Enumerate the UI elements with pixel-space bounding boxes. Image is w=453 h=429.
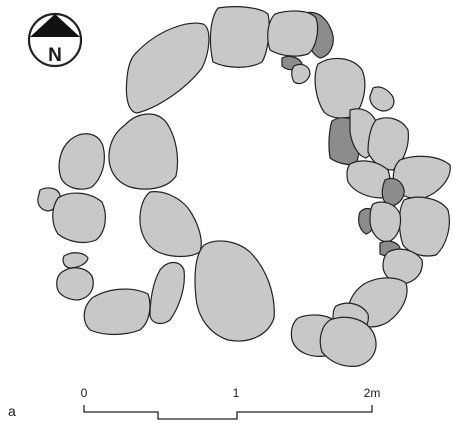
- stone: [319, 316, 377, 367]
- scale-tick-2m: 2m: [364, 386, 381, 400]
- stone: [56, 267, 94, 301]
- north-arrow-triangle: [30, 14, 80, 37]
- stone: [149, 261, 185, 325]
- north-arrow-label: N: [48, 45, 62, 66]
- scale-bar: 0 1 2m: [81, 386, 381, 420]
- stone: [369, 201, 402, 243]
- stone: [398, 196, 450, 257]
- stone: [108, 113, 179, 190]
- stone: [83, 288, 151, 336]
- stone: [52, 192, 106, 244]
- stone: [267, 10, 319, 57]
- stone: [209, 6, 270, 68]
- stone: [291, 63, 311, 85]
- stone: [125, 22, 210, 114]
- stone: [194, 240, 275, 342]
- stone-ring: [37, 6, 451, 367]
- north-arrow-icon: N: [27, 12, 83, 68]
- stone: [367, 117, 409, 171]
- stone-dark: [381, 177, 405, 207]
- stone: [139, 191, 202, 258]
- stone: [369, 86, 395, 112]
- scale-tick-0: 0: [81, 386, 88, 400]
- scale-tick-1: 1: [233, 386, 240, 400]
- panel-label: a: [8, 403, 16, 419]
- scale-bar-outline: [83, 405, 373, 420]
- stone: [58, 133, 105, 190]
- stone: [346, 160, 391, 199]
- stone: [62, 252, 89, 269]
